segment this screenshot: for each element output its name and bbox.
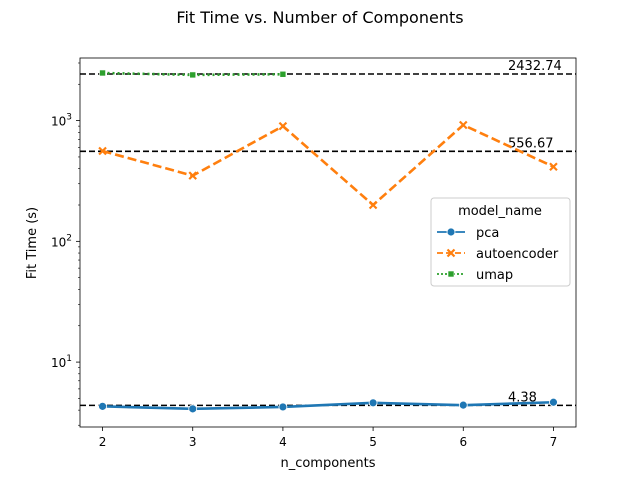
reference-line-label: 4.38	[508, 390, 537, 405]
legend-label: autoencoder	[476, 247, 559, 262]
data-point	[98, 146, 107, 156]
data-point	[188, 171, 198, 180]
legend-label: pca	[476, 226, 499, 241]
x-tick-label: 7	[550, 435, 558, 449]
data-point	[446, 248, 456, 258]
x-axis-label: n_components	[280, 456, 375, 471]
x-tick-label: 4	[279, 435, 287, 449]
data-point	[368, 398, 378, 408]
series-pca	[98, 397, 558, 414]
data-point	[549, 162, 558, 172]
legend-item-pca: pca	[437, 226, 499, 241]
axes: 2 3 4 5 6 7 101 102 103	[51, 62, 558, 449]
legend-item-umap: umap	[437, 268, 513, 283]
data-point	[99, 69, 106, 77]
data-point	[279, 70, 287, 78]
data-point	[189, 71, 197, 79]
legend-item-autoencoder: autoencoder	[437, 247, 559, 262]
y-axis-label: Fit Time (s)	[25, 207, 40, 279]
legend: model_name pca autoencoder umap	[430, 197, 571, 287]
legend-box	[430, 197, 571, 287]
data-point	[278, 121, 288, 131]
data-point	[278, 402, 288, 412]
y-tick-label: 102	[51, 233, 72, 249]
data-point	[98, 401, 107, 411]
reference-line-label: 2432.74	[508, 59, 562, 74]
data-point	[447, 270, 455, 278]
data-point	[549, 397, 558, 407]
series-umap	[99, 69, 287, 79]
data-point	[446, 227, 456, 237]
series-line	[102, 123, 555, 207]
x-tick-label: 3	[189, 435, 197, 449]
reference-line-label: 556.67	[508, 136, 554, 151]
series-line	[102, 400, 554, 411]
y-tick-label: 103	[51, 113, 72, 129]
plot-area: 2432.74 556.67 4.38	[80, 59, 576, 414]
data-point	[188, 404, 198, 414]
x-tick-label: 5	[369, 435, 377, 449]
legend-title: model_name	[458, 204, 542, 219]
x-tick-label: 2	[99, 435, 107, 449]
y-tick-label: 101	[51, 354, 72, 370]
chart-title: Fit Time vs. Number of Components	[176, 8, 463, 27]
data-point	[458, 400, 468, 410]
plot-frame	[79, 57, 577, 428]
series-autoencoder	[98, 120, 558, 210]
data-point	[458, 120, 468, 130]
x-tick-label: 6	[459, 435, 467, 449]
data-point	[368, 200, 378, 210]
legend-label: umap	[476, 268, 513, 283]
